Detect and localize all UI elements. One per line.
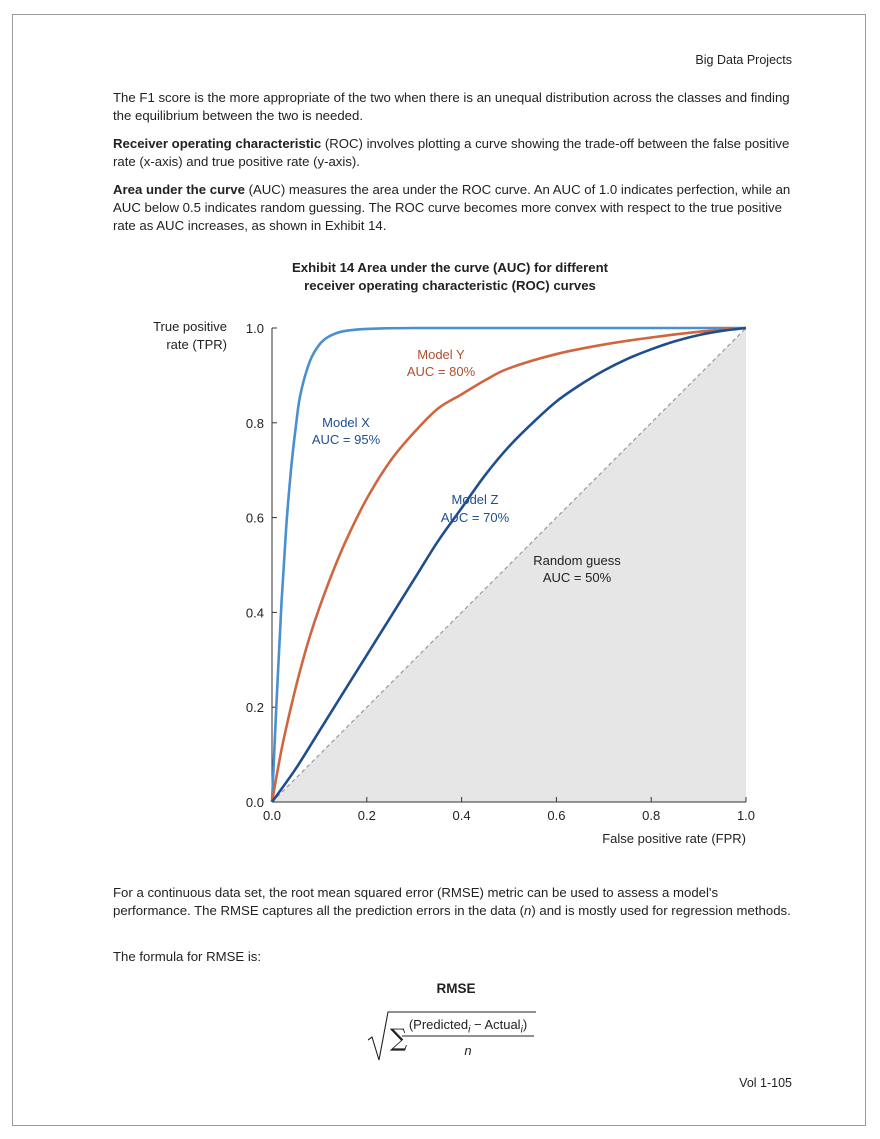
model-x-curve	[270, 326, 746, 803]
model-y-label: Model Y	[417, 347, 465, 362]
roc-chart: 0.0 0.2 0.4 0.6 0.8 1.0 0.0 0.2 0.4 0.6 0.8 1.0 Tru…	[153, 319, 755, 846]
rmse-var-n: n	[523, 903, 532, 918]
y-tick-label: 0.2	[246, 700, 264, 715]
model-z-label: Model Z	[452, 492, 499, 507]
model-x-label: Model X	[322, 415, 370, 430]
paragraph-rmse: For a continuous data set, the root mean…	[113, 884, 793, 920]
page-border	[12, 14, 866, 1126]
x-tick-label: 0.2	[358, 808, 376, 823]
predicted-subscript: i	[468, 1024, 471, 1036]
random-guess-auc-label: AUC = 50%	[543, 570, 612, 585]
x-tick-label: 0.8	[642, 808, 660, 823]
paragraph-formula-intro: The formula for RMSE is:	[113, 949, 262, 964]
rmse-formula: ∑ (Predictedi − Actuali) n	[368, 1010, 538, 1064]
y-axis-label-line1: True positive	[153, 319, 227, 334]
exhibit-title-line1: Exhibit 14 Area under the curve (AUC) fo…	[291, 260, 609, 275]
radical-sign-icon: ∑	[368, 1011, 536, 1061]
x-tick-label: 1.0	[737, 808, 755, 823]
random-guess-area	[272, 328, 746, 802]
y-tick-label: 0.0	[246, 795, 264, 810]
model-y-auc-label: AUC = 80%	[407, 364, 476, 379]
roc-description: (ROC) involves plotting a curve showing …	[113, 136, 790, 169]
axis-ticks: 0.0 0.2 0.4 0.6 0.8 1.0 0.0 0.2 0.4 0.6 0.8 1.0	[246, 321, 755, 823]
x-tick-label: 0.6	[547, 808, 565, 823]
exhibit-title-line2: receiver operating characteristic (ROC) …	[304, 278, 596, 293]
rmse-text-after: ) and is mostly used for regression meth…	[531, 903, 791, 918]
actual-subscript: i	[520, 1024, 523, 1036]
sigma-icon: ∑	[390, 1024, 407, 1052]
y-axis-label-line2: rate (TPR)	[166, 337, 227, 352]
y-tick-label: 0.8	[246, 416, 264, 431]
predicted-term: Predicted	[413, 1017, 469, 1032]
random-guess-label: Random guess	[533, 553, 621, 568]
formula-denominator: n	[464, 1043, 472, 1058]
y-tick-label: 0.6	[246, 511, 264, 526]
term-roc: Receiver operating characteristic	[113, 136, 322, 151]
exhibit-title: Exhibit 14 Area under the curve (AUC) fo…	[180, 259, 720, 295]
model-y-curve	[270, 326, 747, 803]
model-x-auc-label: AUC = 95%	[312, 432, 381, 447]
roc-curves	[270, 326, 747, 803]
running-header: Big Data Projects	[695, 53, 792, 67]
page-number: Vol 1-105	[739, 1076, 792, 1090]
actual-term: Actual	[484, 1017, 521, 1032]
model-z-curve	[270, 326, 747, 803]
paragraph-f1-score: The F1 score is the more appropriate of …	[113, 90, 790, 123]
y-tick-label: 0.4	[246, 605, 264, 620]
rmse-text-before: For a continuous data set, the root mean…	[113, 885, 719, 918]
x-tick-label: 0.4	[453, 808, 471, 823]
formula-title: RMSE	[436, 981, 476, 996]
x-tick-label: 0.0	[263, 808, 281, 823]
model-z-auc-label: AUC = 70%	[441, 510, 510, 525]
paragraph-roc: Receiver operating characteristic (ROC) …	[113, 135, 793, 171]
formula-numerator: (Predictedi − Actuali)	[408, 1017, 528, 1036]
y-tick-label: 1.0	[246, 321, 264, 336]
paragraph-auc: Area under the curve (AUC) measures the …	[113, 181, 793, 235]
minus-sign: −	[470, 1017, 485, 1032]
term-auc: Area under the curve	[113, 182, 245, 197]
x-axis-label: False positive rate (FPR)	[602, 831, 746, 846]
auc-description: (AUC) measures the area under the ROC cu…	[113, 182, 791, 233]
